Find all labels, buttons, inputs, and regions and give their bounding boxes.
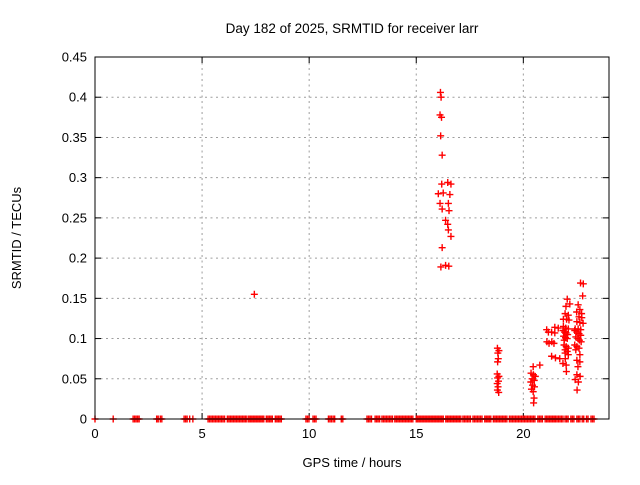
data-point-marker xyxy=(574,363,582,371)
data-point-marker xyxy=(447,180,455,188)
data-point-marker xyxy=(438,180,446,188)
data-point-marker xyxy=(578,314,586,322)
data-point-marker xyxy=(579,319,587,327)
data-point-marker xyxy=(572,346,580,354)
y-axis-label: SRMTID / TECUs xyxy=(9,186,24,289)
data-point-marker xyxy=(579,280,587,288)
data-point-marker xyxy=(565,316,573,324)
data-point-marker xyxy=(554,324,562,332)
data-point-marker xyxy=(442,216,450,224)
data-point-marker xyxy=(574,301,582,309)
data-point-marker xyxy=(566,300,574,308)
data-point-marker xyxy=(564,344,572,352)
x-tick-label: 5 xyxy=(198,426,205,441)
data-point-marker xyxy=(438,205,446,213)
y-tick-label: 0.25 xyxy=(62,210,87,225)
data-point-marker xyxy=(576,318,584,326)
data-point-marker xyxy=(439,189,447,197)
data-point-marker xyxy=(437,93,445,101)
data-point-marker xyxy=(575,344,583,352)
data-point-marker xyxy=(564,351,572,359)
data-point-marker xyxy=(536,361,544,369)
data-point-marker xyxy=(573,308,581,316)
data-point-marker xyxy=(437,132,445,140)
data-point-marker xyxy=(445,207,453,215)
y-tick-label: 0.3 xyxy=(69,170,87,185)
y-tick-label: 0.2 xyxy=(69,251,87,266)
data-point-marker xyxy=(529,388,537,396)
data-point-marker xyxy=(563,295,571,303)
data-point-marker xyxy=(561,355,569,363)
data-point-marker xyxy=(493,380,501,388)
data-point-marker xyxy=(438,113,446,121)
data-point-marker xyxy=(576,372,584,380)
x-tick-label: 10 xyxy=(302,426,316,441)
y-tick-label: 0.05 xyxy=(62,371,87,386)
data-point-marker xyxy=(494,358,502,366)
data-point-marker xyxy=(442,261,450,269)
data-point-marker xyxy=(444,178,452,186)
data-point-marker xyxy=(577,338,585,346)
y-tick-label: 0.15 xyxy=(62,291,87,306)
data-point-marker xyxy=(436,199,444,207)
data-point-marker xyxy=(548,328,556,336)
y-tick-label: 0.4 xyxy=(69,90,87,105)
data-point-marker xyxy=(548,352,556,360)
data-point-marker xyxy=(529,363,537,371)
data-point-marker xyxy=(562,361,570,369)
data-point-marker xyxy=(444,226,452,234)
x-axis-label: GPS time / hours xyxy=(303,455,402,470)
chart-title: Day 182 of 2025, SRMTID for receiver lar… xyxy=(226,21,479,36)
tick-labels: 0 5 10 15 20 0 0.05 0.1 0.15 0.2 0.25 0.3 0.35 0.4 0.4… xyxy=(62,50,531,442)
data-point-marker xyxy=(530,376,538,384)
data-point-marker xyxy=(576,358,584,366)
data-point-marker xyxy=(447,232,455,240)
data-point-marker xyxy=(551,354,559,362)
data-point-marker xyxy=(445,262,453,270)
plot-border xyxy=(94,56,610,420)
data-point-marker xyxy=(574,335,582,343)
x-tick-label: 20 xyxy=(516,426,530,441)
data-point-marker xyxy=(446,191,454,199)
y-tick-label: 0.35 xyxy=(62,130,87,145)
data-point-marker xyxy=(562,368,570,376)
data-point-marker xyxy=(551,329,559,337)
y-tick-label: 0 xyxy=(80,412,87,427)
data-point-marker xyxy=(561,310,569,318)
data-point-marker xyxy=(250,290,258,298)
y-tick-label: 0.45 xyxy=(62,50,87,65)
data-point-marker xyxy=(574,378,582,386)
data-point-marker xyxy=(530,399,538,407)
data-point-marker xyxy=(437,263,445,271)
data-point-marker xyxy=(559,359,567,367)
data-point-marker xyxy=(573,386,581,394)
data-point-marker xyxy=(438,151,446,159)
x-tick-label: 15 xyxy=(409,426,423,441)
data-point-marker xyxy=(562,302,570,310)
data-point-marker xyxy=(495,388,503,396)
data-point-marker xyxy=(576,351,584,359)
data-point-marker xyxy=(550,339,558,347)
data-point-marker xyxy=(579,292,587,300)
data-point-marker xyxy=(444,199,452,207)
data-point-marker xyxy=(434,190,442,198)
x-tick-label: 0 xyxy=(91,426,98,441)
data-point-marker xyxy=(438,244,446,252)
y-tick-label: 0.1 xyxy=(69,331,87,346)
data-point-marker xyxy=(573,371,581,379)
